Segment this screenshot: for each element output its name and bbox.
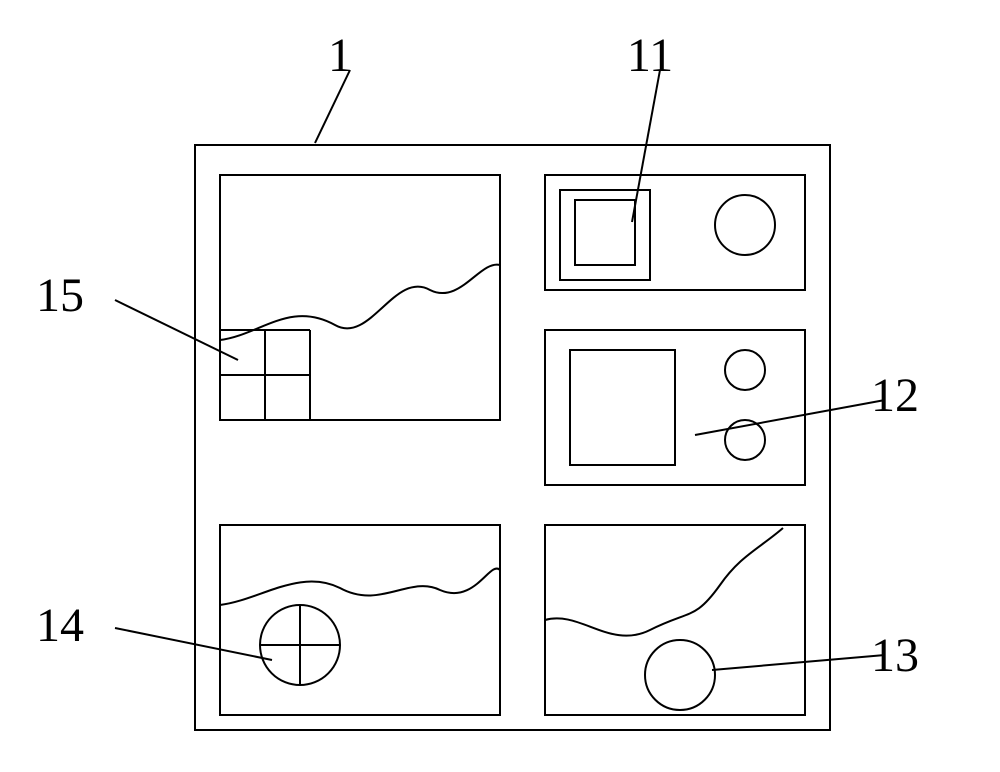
callout-12-label: 12 bbox=[871, 369, 919, 422]
callout-15-label: 15 bbox=[36, 269, 84, 322]
callout-11-label: 11 bbox=[627, 29, 673, 82]
callout-1-label: 1 bbox=[328, 29, 352, 82]
callout-13-label: 13 bbox=[871, 629, 919, 682]
callout-14-label: 14 bbox=[36, 599, 84, 652]
diagram-svg: 11115121413 bbox=[0, 0, 1000, 772]
